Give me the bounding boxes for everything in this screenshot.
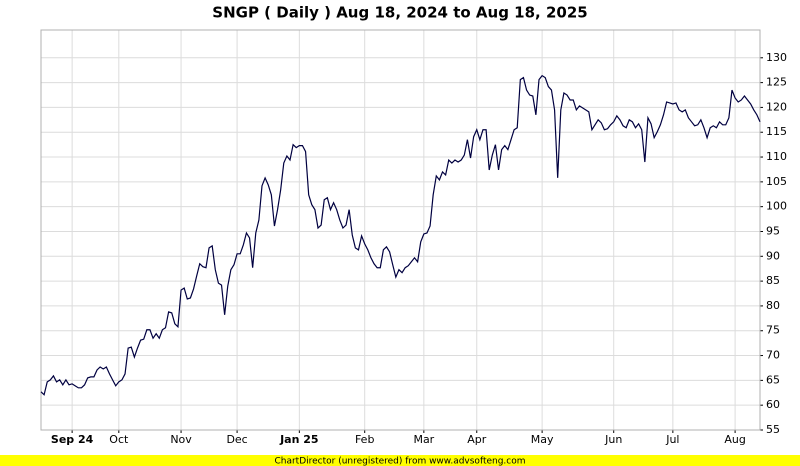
x-tick-label: Jul: [665, 433, 679, 446]
y-tick-label: 100: [766, 200, 787, 213]
x-tick-label: Apr: [467, 433, 487, 446]
footer-bar: [0, 455, 800, 466]
x-tick-label: Feb: [355, 433, 374, 446]
y-tick-label: 130: [766, 51, 787, 64]
y-tick-label: 110: [766, 150, 787, 163]
y-tick-label: 70: [766, 349, 780, 362]
x-tick-label: Oct: [109, 433, 129, 446]
plot-border: [40, 29, 761, 431]
x-tick-label: May: [531, 433, 554, 446]
y-tick-label: 105: [766, 175, 787, 188]
x-tick-label: Sep 24: [51, 433, 94, 446]
y-tick-label: 75: [766, 324, 780, 337]
y-tick-label: 65: [766, 373, 780, 386]
x-tick-label: Mar: [413, 433, 434, 446]
chart-title: SNGP ( Daily ) Aug 18, 2024 to Aug 18, 2…: [212, 4, 587, 22]
y-tick-label: 55: [766, 423, 780, 436]
y-tick-label: 120: [766, 100, 787, 113]
x-tick-label: Nov: [170, 433, 192, 446]
plot-area: [40, 29, 761, 431]
x-tick-label: Aug: [724, 433, 745, 446]
y-tick-label: 90: [766, 249, 780, 262]
footer: ChartDirector (unregistered) from www.ad…: [274, 457, 525, 466]
price-line: [40, 74, 761, 396]
y-tick-label: 95: [766, 224, 780, 237]
y-tick-label: 125: [766, 76, 787, 89]
x-tick-label: Jun: [604, 433, 622, 446]
y-tick-label: 85: [766, 274, 780, 287]
x-tick-label: Jan 25: [279, 433, 318, 446]
y-tick-label: 60: [766, 398, 780, 411]
y-tick-label: 115: [766, 125, 787, 138]
x-tick-label: Dec: [226, 433, 247, 446]
y-tick-label: 80: [766, 299, 780, 312]
